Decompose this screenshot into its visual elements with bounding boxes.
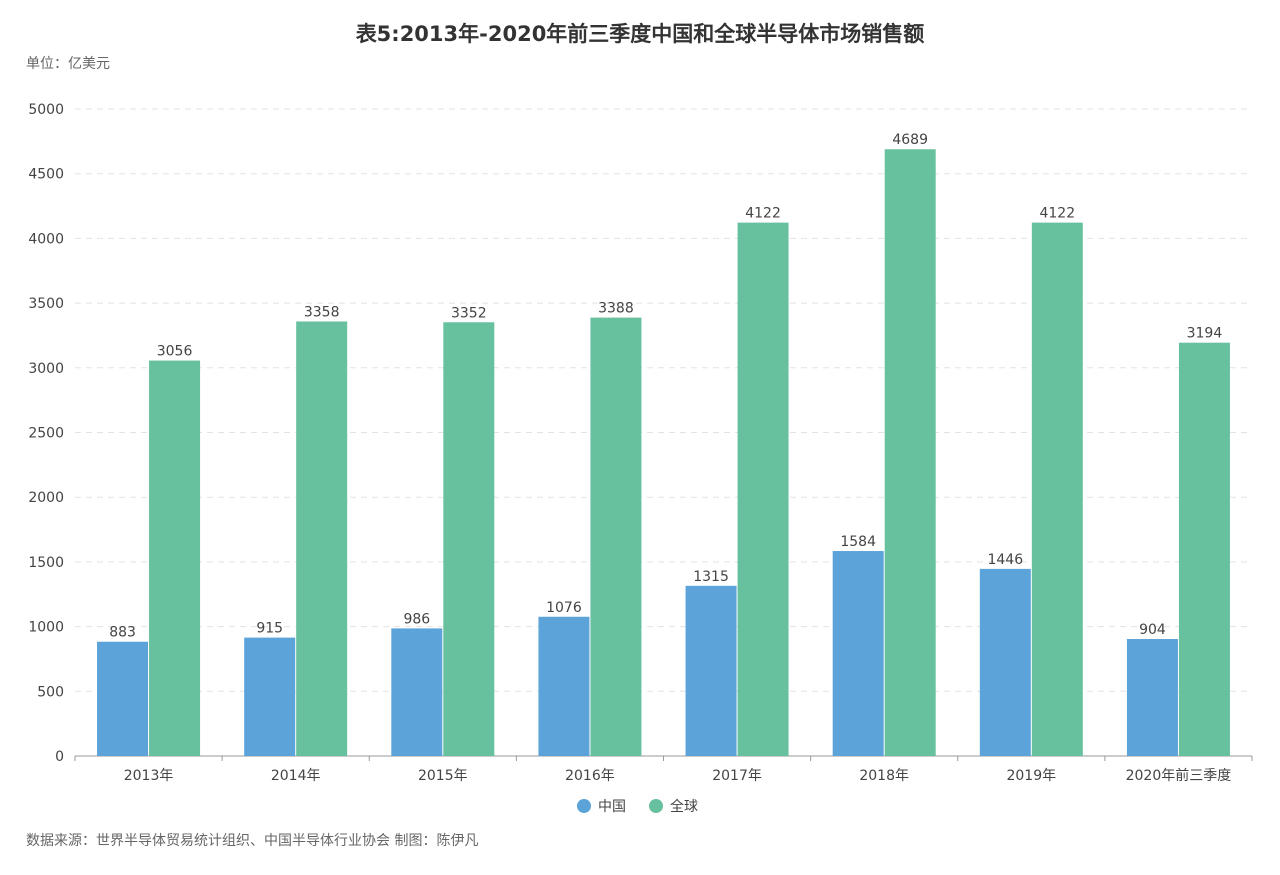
data-label: 3352 (451, 305, 487, 321)
bar-china (685, 585, 737, 756)
bar-global (737, 222, 789, 756)
x-tick-label: 2016年 (565, 768, 615, 784)
x-tick-label: 2013年 (124, 768, 174, 784)
data-label: 3194 (1187, 326, 1223, 342)
legend-marker-global (649, 799, 663, 813)
data-label: 4689 (892, 132, 928, 148)
data-label: 1315 (693, 569, 729, 585)
bar-global (590, 317, 642, 756)
y-tick-label: 1000 (28, 620, 64, 636)
x-axis-ticks: 2013年 2014年 2015年 2016年 2017年 2018年 2019年 2020年… (74, 756, 1253, 784)
bar-global (149, 360, 201, 756)
x-tick-label: 2020年前三季度 (1126, 767, 1232, 784)
y-tick-label: 2500 (28, 426, 64, 442)
unit-label: 单位：亿美元 (26, 56, 110, 72)
x-tick-label: 2014年 (271, 768, 321, 784)
data-labels: 883 3056 915 3358 986 3352 1076 3388 1315 4122 158… (109, 132, 1222, 640)
legend: 中国 全球 (577, 798, 698, 815)
x-tick-label: 2018年 (859, 768, 909, 784)
legend-label: 全球 (670, 798, 698, 815)
data-label: 904 (1139, 622, 1166, 638)
legend-label: 中国 (598, 799, 626, 815)
bar-global (1178, 342, 1230, 756)
y-tick-label: 2000 (28, 490, 64, 506)
bars (97, 149, 1230, 756)
y-tick-label: 5000 (28, 102, 64, 118)
bar-global (443, 322, 495, 756)
bar-china (244, 637, 296, 756)
y-tick-label: 500 (37, 684, 64, 700)
x-tick-label: 2015年 (418, 768, 468, 784)
data-label: 3056 (157, 344, 193, 360)
y-axis-ticks: 0 500 1000 1500 2000 2500 3000 3500 4000 4500 5000 (28, 102, 64, 765)
data-label: 1584 (840, 534, 876, 550)
x-tick-label: 2017年 (712, 768, 762, 784)
data-label: 4122 (1039, 206, 1075, 222)
data-label: 4122 (745, 206, 781, 222)
data-label: 986 (403, 611, 430, 627)
data-label: 883 (109, 625, 136, 641)
source-note: 数据来源：世界半导体贸易统计组织、中国半导体行业协会 制图：陈伊凡 (26, 833, 479, 849)
bar-global (1031, 222, 1083, 756)
bar-global (884, 149, 936, 756)
x-tick-label: 2019年 (1006, 768, 1056, 784)
data-label: 1446 (987, 552, 1023, 568)
bar-china (832, 551, 884, 756)
legend-marker-china (577, 799, 591, 813)
bar-china (979, 568, 1031, 756)
bar-china (538, 616, 590, 756)
data-label: 3358 (304, 304, 340, 320)
data-label: 3388 (598, 301, 634, 317)
bar-global (296, 321, 348, 756)
y-tick-label: 4000 (28, 231, 64, 247)
y-tick-label: 1500 (28, 555, 64, 571)
bar-china (1126, 639, 1178, 756)
y-tick-label: 3500 (28, 296, 64, 312)
y-tick-label: 3000 (28, 361, 64, 377)
y-tick-label: 4500 (28, 167, 64, 183)
y-tick-label: 0 (55, 749, 64, 765)
data-label: 1076 (546, 600, 582, 616)
bar-china (97, 641, 149, 756)
chart-title: 表5:2013年-2020年前三季度中国和全球半导体市场销售额 (355, 22, 925, 46)
data-label: 915 (256, 621, 283, 637)
bar-china (391, 628, 443, 756)
